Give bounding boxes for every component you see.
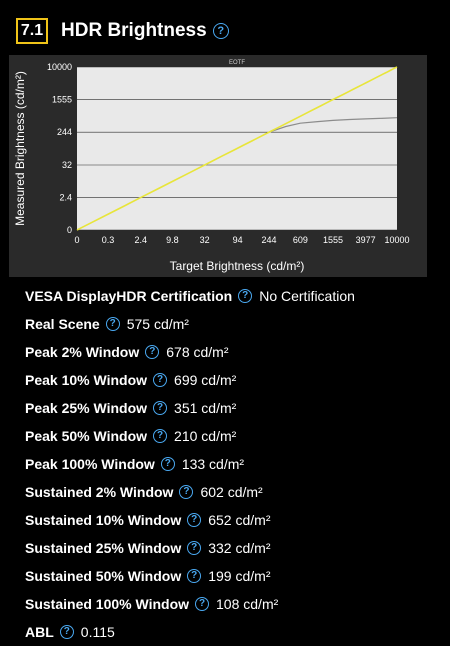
spec-row: Peak 25% Window? 351 cd/m² xyxy=(25,394,445,422)
x-axis-label: Target Brightness (cd/m²) xyxy=(170,259,305,273)
spec-row: Peak 10% Window? 699 cd/m² xyxy=(25,366,445,394)
spec-value: No Certification xyxy=(259,288,355,304)
help-icon[interactable]: ? xyxy=(187,541,202,555)
x-tick-label: 0 xyxy=(74,235,79,245)
y-tick-label: 32 xyxy=(62,160,72,170)
spec-label: Sustained 50% Window xyxy=(25,568,182,584)
eotf-chart: 0 2.4 32 244 1555 10000 0 0.3 2.4 9.8 32 94 244 609 15… xyxy=(9,55,427,277)
spec-value: 602 cd/m² xyxy=(200,484,263,500)
spec-value: 108 cd/m² xyxy=(216,596,279,612)
y-tick-label: 244 xyxy=(57,127,72,137)
spec-value: 210 cd/m² xyxy=(174,428,237,444)
section-title: HDR Brightness xyxy=(61,20,207,41)
spec-row: Real Scene? 575 cd/m² xyxy=(25,310,445,338)
y-tick-label: 0 xyxy=(67,225,72,235)
chart-title: EOTF xyxy=(229,60,245,66)
help-icon[interactable]: ? xyxy=(145,345,160,359)
x-tick-label: 32 xyxy=(200,235,210,245)
spec-label: Real Scene xyxy=(25,316,100,332)
spec-row: ABL? 0.115 xyxy=(25,618,445,646)
eotf-chart-svg: 0 2.4 32 244 1555 10000 0 0.3 2.4 9.8 32 94 244 609 15… xyxy=(13,60,410,273)
help-icon[interactable]: ? xyxy=(195,597,210,611)
spec-value: 133 cd/m² xyxy=(181,456,245,472)
help-icon[interactable]: ? xyxy=(187,569,202,583)
spec-row: Peak 100% Window? 133 cd/m² xyxy=(25,450,445,478)
spec-label: Peak 50% Window xyxy=(25,428,148,444)
spec-value: 332 cd/m² xyxy=(208,540,271,556)
spec-row: Sustained 2% Window? 602 cd/m² xyxy=(25,478,445,506)
spec-value: 575 cd/m² xyxy=(126,316,189,332)
spec-row: Sustained 100% Window? 108 cd/m² xyxy=(25,590,445,618)
spec-list: VESA DisplayHDR Certification? No Certifi… xyxy=(25,282,445,646)
spec-row: Sustained 25% Window? 332 cd/m² xyxy=(25,534,445,562)
spec-value: 652 cd/m² xyxy=(208,512,271,528)
x-tick-label: 244 xyxy=(261,235,276,245)
spec-value: 199 cd/m² xyxy=(208,568,271,584)
x-tick-label: 10000 xyxy=(384,235,409,245)
x-tick-label: 1555 xyxy=(323,235,343,245)
spec-row: Peak 50% Window? 210 cd/m² xyxy=(25,422,445,450)
help-icon[interactable]: ? xyxy=(153,429,168,443)
spec-value: 0.115 xyxy=(80,624,115,640)
x-tick-label: 3977 xyxy=(356,235,376,245)
help-icon[interactable]: ? xyxy=(179,485,194,499)
spec-row: Peak 2% Window? 678 cd/m² xyxy=(25,338,445,366)
help-icon[interactable]: ? xyxy=(238,289,253,303)
spec-label: Sustained 100% Window xyxy=(25,596,190,612)
series-line-measured xyxy=(268,117,398,133)
section-number-badge: 7.1 xyxy=(16,18,48,44)
spec-value: 678 cd/m² xyxy=(166,344,229,360)
x-tick-label: 0.3 xyxy=(102,235,115,245)
spec-label: ABL xyxy=(25,624,54,640)
spec-value: 351 cd/m² xyxy=(174,400,237,416)
spec-label: Peak 25% Window xyxy=(25,400,148,416)
help-icon[interactable]: ? xyxy=(153,401,168,415)
help-icon[interactable]: ? xyxy=(212,23,229,39)
spec-row: VESA DisplayHDR Certification? No Certifi… xyxy=(25,282,445,310)
help-icon[interactable]: ? xyxy=(153,373,168,387)
spec-row: Sustained 10% Window? 652 cd/m² xyxy=(25,506,445,534)
x-tick-label: 94 xyxy=(233,235,243,245)
y-tick-label: 1555 xyxy=(52,95,72,105)
x-tick-label: 9.8 xyxy=(166,235,179,245)
spec-value: 699 cd/m² xyxy=(174,372,237,388)
spec-row: Sustained 50% Window? 199 cd/m² xyxy=(25,562,445,590)
y-tick-label: 10000 xyxy=(47,62,72,72)
spec-label: Peak 10% Window xyxy=(25,372,148,388)
spec-label: Sustained 10% Window xyxy=(25,512,182,528)
x-tick-label: 2.4 xyxy=(135,235,148,245)
spec-label: Peak 100% Window xyxy=(25,456,155,472)
help-icon[interactable]: ? xyxy=(187,513,202,527)
spec-label: Sustained 25% Window xyxy=(25,540,182,556)
x-tick-label: 609 xyxy=(293,235,308,245)
spec-label: VESA DisplayHDR Certification xyxy=(25,288,233,304)
help-icon[interactable]: ? xyxy=(160,457,175,471)
y-tick-label: 2.4 xyxy=(59,193,72,203)
help-icon[interactable]: ? xyxy=(59,625,74,639)
help-icon[interactable]: ? xyxy=(105,317,120,331)
series-line-target xyxy=(76,66,398,231)
section-header: 7.1 HDR Brightness ? xyxy=(16,17,229,45)
spec-label: Peak 2% Window xyxy=(25,344,140,360)
y-axis-label: Measured Brightness (cd/m²) xyxy=(13,71,27,226)
spec-label: Sustained 2% Window xyxy=(25,484,174,500)
